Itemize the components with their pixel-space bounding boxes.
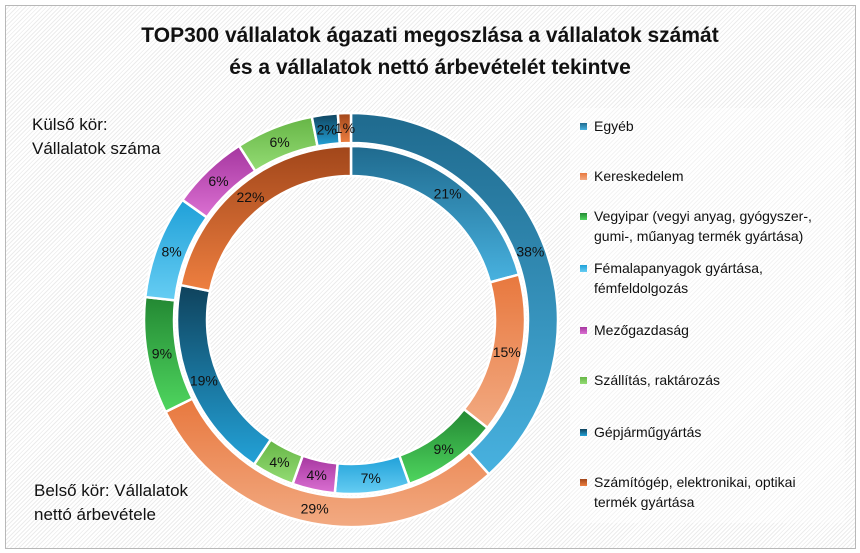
legend-item: Kereskedelem [580, 166, 839, 186]
outer-ring-annotation: Külső kör: Vállalatok száma [32, 113, 161, 161]
legend-label: Kereskedelem [594, 168, 684, 184]
legend-item: Mezőgazdaság [580, 320, 839, 340]
inner-data-label: 9% [434, 441, 454, 457]
inner-ring-annotation: Belső kör: Vállalatok nettó árbevétele [34, 479, 188, 527]
outer-annotation-line-1: Külső kör: [32, 115, 108, 134]
legend-label: Számítógép, elektronikai, optikai [594, 474, 796, 490]
chart-title-line-2: és a vállalatok nettó árbevételét tekint… [229, 56, 631, 79]
legend-item: Fémalapanyagok gyártása, fémfeldolgozás [580, 258, 839, 298]
inner-data-label: 19% [190, 372, 218, 388]
inner-data-label: 4% [307, 467, 327, 483]
legend-label: Vegyipar (vegyi anyag, gyógyszer-, [594, 208, 812, 224]
outer-data-label: 9% [152, 345, 172, 361]
outer-slice-7 [336, 111, 353, 145]
legend-item: Gépjárműgyártás [580, 422, 839, 442]
legend-label: fémfeldolgozás [594, 280, 689, 296]
legend-swatch [580, 479, 587, 486]
legend-label: Szállítás, raktározás [594, 372, 721, 388]
legend-item: Vegyipar (vegyi anyag, gyógyszer-, gumi-,… [580, 206, 839, 246]
outer-data-label: 38% [516, 243, 544, 259]
inner-data-label: 21% [434, 186, 462, 202]
outer-data-label: 6% [208, 173, 228, 189]
inner-slice-7 [179, 144, 353, 293]
outer-data-label: 8% [162, 243, 182, 259]
legend-label: Gépjárműgyártás [594, 424, 702, 440]
outer-data-label: 29% [301, 501, 329, 517]
chart-title: TOP300 vállalatok ágazati megoszlása a v… [60, 20, 800, 84]
legend-swatch [580, 377, 587, 384]
legend-label: Fémalapanyagok gyártása, [594, 260, 763, 276]
outer-data-label: 6% [270, 134, 290, 150]
legend-item: Számítógép, elektronikai, optikai termék … [580, 472, 839, 512]
legend-label: Mezőgazdaság [594, 322, 689, 338]
inner-annotation-line-2: nettó árbevétele [34, 505, 156, 524]
inner-data-label: 7% [361, 470, 381, 486]
outer-data-label: 1% [335, 120, 355, 136]
chart-title-line-1: TOP300 vállalatok ágazati megoszlása a v… [141, 24, 719, 47]
legend-label: Egyéb [594, 118, 634, 134]
legend: Egyéb Kereskedelem Vegyipar (vegyi anyag, … [570, 108, 845, 523]
legend-label: gumi-, műanyag termék gyártása) [594, 228, 804, 244]
legend-swatch [580, 213, 587, 220]
legend-item: Egyéb [580, 116, 839, 136]
legend-swatch [580, 265, 587, 272]
inner-data-label: 15% [493, 344, 521, 360]
inner-data-label: 4% [269, 454, 289, 470]
legend-item: Szállítás, raktározás [580, 370, 839, 390]
inner-annotation-line-1: Belső kör: Vállalatok [34, 481, 189, 500]
legend-swatch [580, 327, 587, 334]
legend-swatch [580, 173, 587, 180]
legend-label: termék gyártása [594, 494, 695, 510]
outer-data-label: 2% [317, 122, 337, 138]
inner-data-label: 22% [236, 189, 264, 205]
outer-annotation-line-2: Vállalatok száma [32, 139, 161, 158]
legend-swatch [580, 123, 587, 130]
legend-swatch [580, 429, 587, 436]
